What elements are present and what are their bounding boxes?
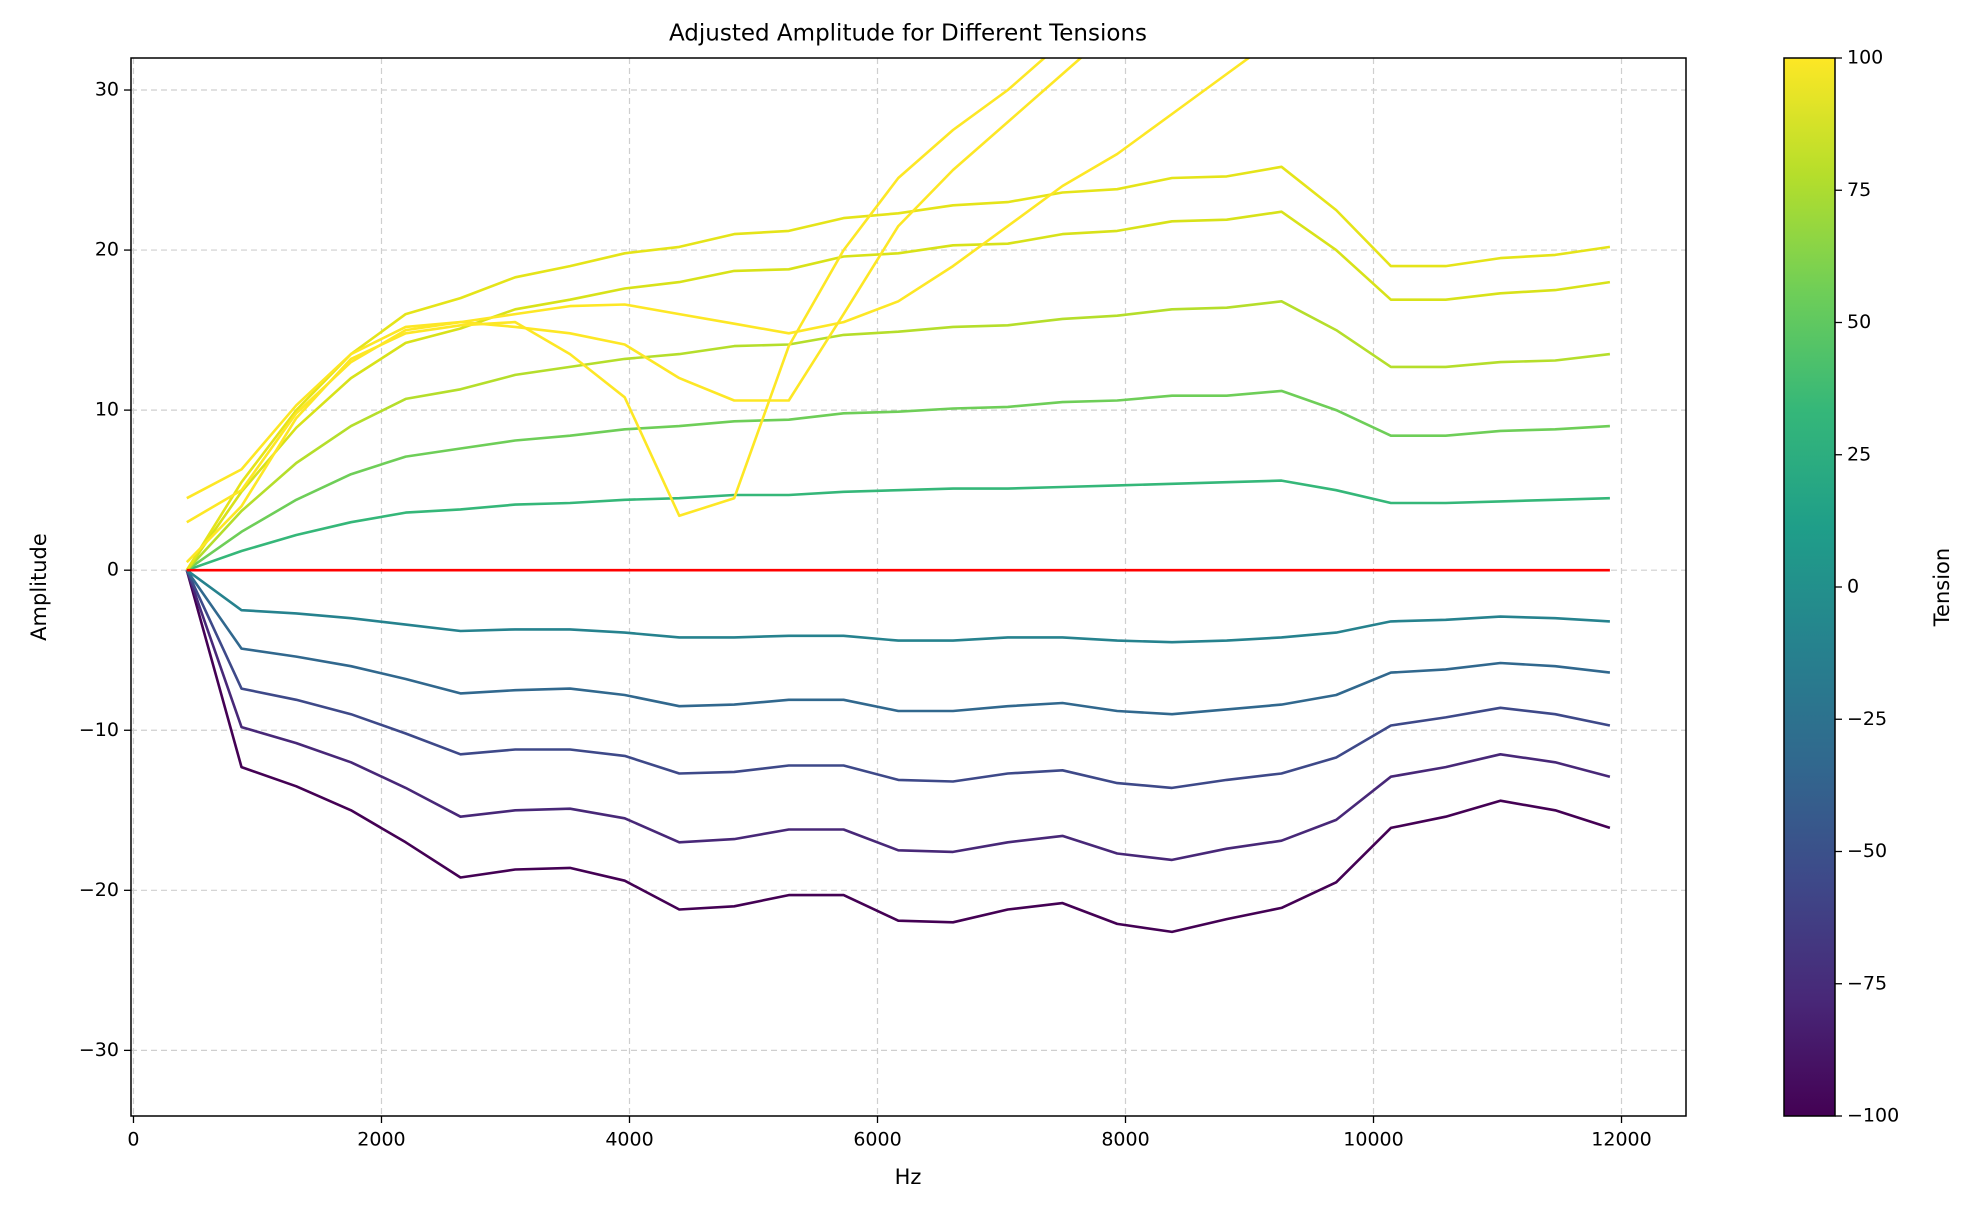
plot-frame [130,57,1687,1117]
colorbar [1783,57,1836,1117]
series-line [185,300,1611,572]
series-line [186,479,1610,572]
colorbar-tick-label: 75 [1847,179,1871,201]
x-tick-label: 12000 [1591,1129,1651,1151]
x-tick-label: 8000 [1101,1129,1149,1151]
series-line [185,569,1611,934]
x-tick-label: 6000 [853,1129,901,1151]
y-tick-label: 10 [95,399,119,421]
y-tick-label: −20 [79,879,119,901]
colorbar-tick-label: 50 [1847,311,1871,333]
y-tick-label: 30 [95,79,119,101]
x-tick-label: 4000 [605,1129,653,1151]
colorbar-tick-label: −25 [1847,708,1887,730]
series-line [185,210,1611,571]
series-line [185,58,1047,564]
colorbar-tick-label: 0 [1847,576,1859,598]
lines [185,58,1611,934]
colorbar-tick-label: −100 [1847,1105,1899,1127]
x-tick-label: 2000 [357,1129,405,1151]
chart-title: Adjusted Amplitude for Different Tension… [669,21,1147,47]
series-line [185,569,1611,790]
colorbar-tick-label: −75 [1847,972,1887,994]
x-axis-label: Hz [895,1165,922,1189]
colorbar-label: Tension [1930,548,1954,627]
y-tick-label: 20 [95,239,119,261]
series-line [185,165,1611,571]
colorbar-tick-label: 100 [1847,47,1883,69]
y-axis-label: Amplitude [27,533,51,641]
y-tick-label: 0 [107,559,119,581]
y-tick-label: −30 [79,1039,119,1061]
series-line [186,58,1251,524]
x-tick-label: 10000 [1343,1129,1403,1151]
series-line [186,569,1610,644]
colorbar-tick-label: 25 [1847,443,1871,465]
series-line [186,58,1083,500]
x-tick-label: 0 [127,1129,139,1151]
series-line [185,569,1611,862]
series-line [185,569,1611,716]
series-line [186,389,1610,572]
y-tick-label: −10 [79,719,119,741]
colorbar-tick-label: −50 [1847,840,1887,862]
